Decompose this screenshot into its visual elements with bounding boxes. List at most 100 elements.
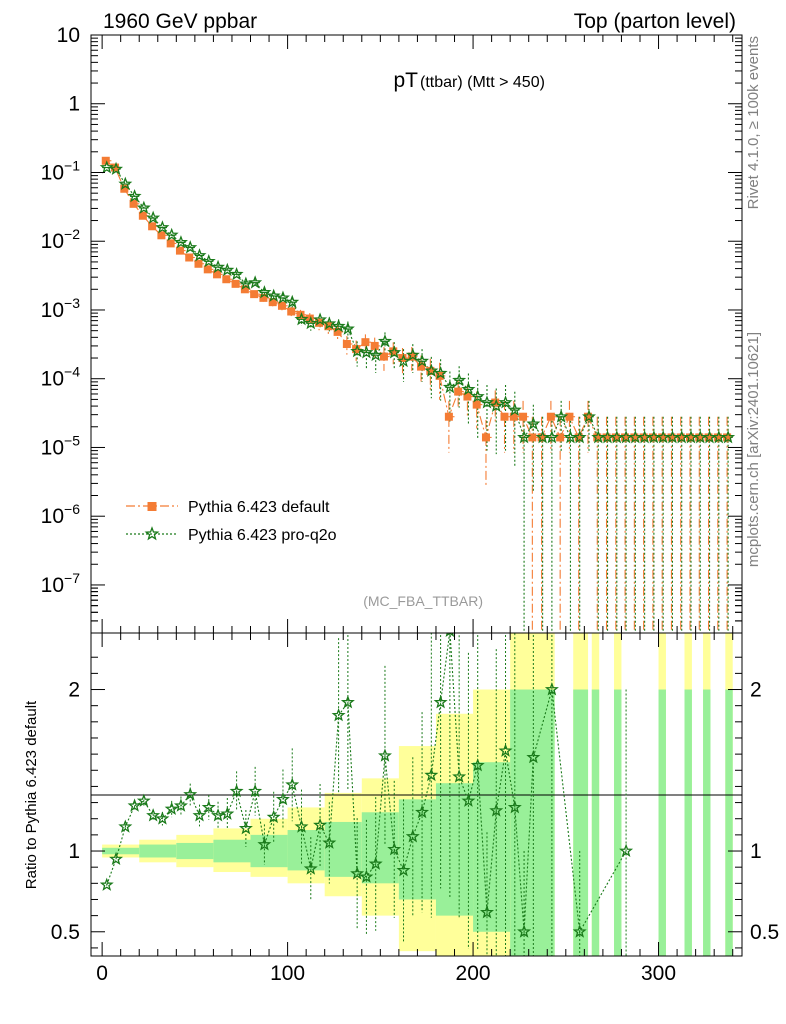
- plot-subtitle: (ttbar) (Mtt > 450): [420, 74, 545, 91]
- default-point: [444, 412, 453, 421]
- pro-q2o-point: [442, 379, 457, 394]
- y-tick-label: 10: [57, 24, 80, 47]
- pro-q2o-point: [415, 353, 430, 368]
- pro-q2o-point: [136, 200, 151, 214]
- ratio-point: [470, 758, 485, 772]
- default-point: [713, 433, 722, 442]
- pro-q2o-point: [433, 365, 448, 380]
- ratio-green-band: [176, 842, 214, 860]
- default-point: [268, 298, 277, 307]
- ratio-point: [359, 869, 374, 883]
- pro-q2o-point: [275, 290, 290, 304]
- ratio-point: [164, 801, 179, 815]
- ratio-point: [136, 793, 151, 807]
- legend: Pythia 6.423 default Pythia 6.423 pro-q2…: [126, 499, 337, 544]
- default-point: [583, 412, 592, 421]
- ratio-green-band: [684, 689, 692, 956]
- ratio-point: [201, 800, 216, 814]
- y-tick-base: 10: [41, 299, 64, 322]
- default-point: [426, 366, 435, 375]
- y-tick-exponent: −4: [64, 364, 80, 380]
- default-point: [250, 290, 259, 299]
- default-point: [333, 327, 342, 336]
- default-point: [546, 412, 555, 421]
- default-point: [481, 433, 490, 442]
- y-tick-base: 10: [41, 436, 64, 459]
- ratio-tick-label-left: 1: [68, 840, 80, 863]
- default-point: [593, 433, 602, 442]
- pro-q2o-point: [331, 318, 346, 333]
- y-tick-label: 10−2: [41, 226, 81, 253]
- legend-item-default: Pythia 6.423 default: [126, 499, 330, 516]
- default-point: [472, 400, 481, 409]
- y-tick-exponent: −7: [64, 570, 80, 586]
- default-point: [361, 338, 370, 347]
- ratio-green-band: [435, 783, 474, 916]
- y-tick-label: 10−1: [41, 157, 81, 184]
- ratio-tick-label-right: 1: [750, 840, 762, 863]
- pro-q2o-point: [377, 333, 392, 348]
- pro-q2o-point: [396, 353, 411, 368]
- pro-q2o-point: [285, 294, 300, 309]
- ratio-point: [118, 819, 133, 833]
- ratio-tick-label-right: 0.5: [750, 921, 779, 944]
- pro-q2o-point: [359, 345, 374, 359]
- pro-q2o-point: [238, 276, 253, 290]
- default-point: [537, 433, 546, 442]
- y-tick-base: 10: [41, 161, 64, 184]
- ratio-markers: [99, 633, 634, 938]
- default-point: [723, 433, 732, 442]
- default-point: [407, 352, 416, 361]
- main-series-lines: [105, 160, 729, 440]
- default-point: [166, 239, 175, 248]
- main-x-ticks: [101, 35, 734, 633]
- default-point: [574, 433, 583, 442]
- pro-q2o-point: [554, 409, 569, 423]
- y-tick-base: 10: [41, 230, 64, 253]
- ratio-green-band: [658, 689, 666, 956]
- default-point: [120, 184, 129, 193]
- ratio-point: [229, 783, 244, 798]
- pro-q2o-point: [582, 409, 596, 423]
- ratio-tick-label-left: 0.5: [51, 921, 80, 944]
- header-right-label: Top (parton level): [574, 10, 736, 33]
- ratio-point: [146, 808, 161, 822]
- y-tick-label: 10−3: [41, 295, 81, 322]
- main-markers: [99, 156, 736, 444]
- pro-q2o-point: [498, 395, 513, 409]
- pro-q2o-point: [294, 312, 309, 326]
- default-point: [129, 199, 138, 208]
- ratio-green-band: [139, 844, 177, 858]
- ratio-point: [340, 695, 355, 709]
- pro-q2o-point: [303, 315, 318, 330]
- default-point: [685, 433, 694, 442]
- ratio-y-axis: 2 2 1 1 0.5 0.5: [51, 656, 779, 949]
- pro-q2o-point: [155, 220, 170, 234]
- default-point: [565, 412, 574, 421]
- ratio-point: [498, 743, 513, 757]
- pro-q2o-point: [470, 389, 485, 403]
- y-tick-exponent: −1: [64, 157, 80, 173]
- default-point: [630, 433, 639, 442]
- legend-marker-pro-q2o: [144, 526, 160, 541]
- ratio-point: [396, 863, 411, 877]
- ratio-point: [368, 856, 383, 870]
- pro-q2o-line: [106, 166, 729, 439]
- ratio-point: [266, 809, 281, 824]
- ratio-tick-label-right: 2: [750, 679, 762, 702]
- y-tick-exponent: −2: [64, 226, 80, 242]
- ratio-point: [489, 803, 504, 817]
- ratio-green-band: [473, 762, 511, 932]
- default-point: [519, 412, 528, 421]
- default-point: [500, 412, 509, 421]
- pro-q2o-point: [424, 363, 439, 377]
- pro-q2o-point: [201, 253, 216, 268]
- default-point: [556, 433, 565, 442]
- default-point: [157, 231, 166, 240]
- legend-item-pro-q2o: Pythia 6.423 pro-q2o: [126, 526, 337, 544]
- default-point: [463, 392, 472, 401]
- ratio-point: [220, 806, 235, 820]
- default-point: [611, 433, 620, 442]
- y-tick-exponent: −3: [64, 295, 80, 311]
